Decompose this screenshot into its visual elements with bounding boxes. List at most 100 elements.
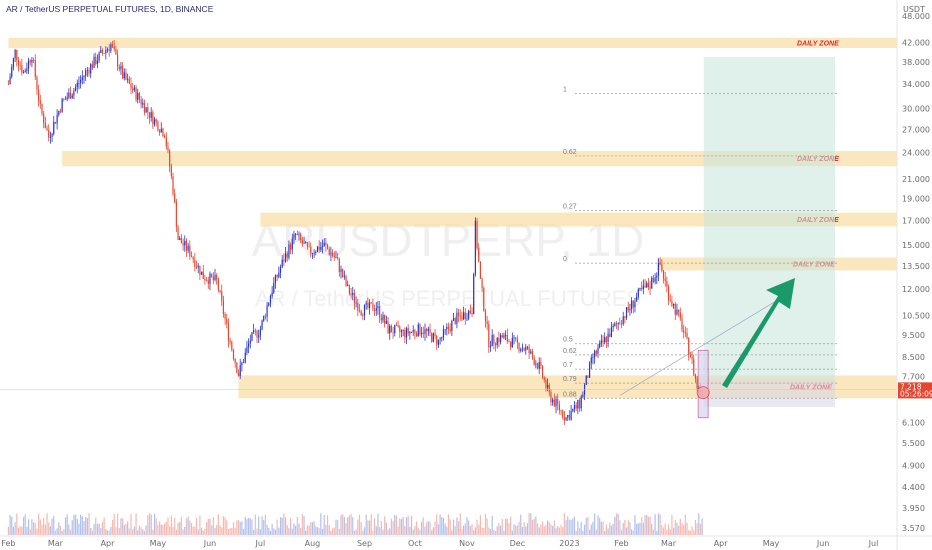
candle-body [657,262,660,276]
candle-body [493,335,495,344]
volume-bar [7,526,9,535]
volume-bar [187,516,189,535]
volume-bar [165,521,167,535]
candle-body [320,247,322,251]
volume-bar [644,515,646,535]
candle-body [595,350,597,354]
candle-body [634,301,636,308]
x-tick-label: Aug [305,539,321,548]
volume-bar [550,524,552,535]
candle-body [548,384,550,393]
volume-bar [531,519,534,535]
candle-body [106,49,109,51]
candle-body [693,359,695,375]
candle-body [404,330,406,338]
candle-body [337,257,339,260]
candle-body [434,333,436,336]
y-tick-label: 8.500 [902,353,925,362]
candle-body [468,310,470,319]
candle-body [347,284,349,286]
volume-bar [494,530,497,535]
candle-body [32,59,35,61]
volume-bar [284,517,287,535]
fib-levels: 1 0.62 0.27 0 0.5 0.62 0.7 0.79 0.88 [563,86,838,399]
candle-body [46,128,48,131]
volume-bar [291,528,293,535]
candle-body [452,318,455,321]
volume-bar [85,516,87,535]
candle-body [353,292,356,303]
volume-bar [311,522,314,535]
x-tick-label: Jun [816,539,830,548]
candle-body [666,280,668,287]
candle-body [397,325,399,327]
candle-body [533,357,535,365]
volume-bar [511,530,513,535]
candle-body [523,348,525,351]
volume-bar [148,513,151,535]
volume-bar [133,526,135,535]
volume-bar [74,514,77,535]
volume-bar [96,523,99,535]
candle-body [568,415,571,420]
candle-body [547,384,549,388]
volume-bar [412,529,414,535]
volume-bar [150,514,152,535]
candle-body [241,362,243,366]
volume-bar [152,529,154,535]
volume-bar [617,513,619,535]
volume-bar [400,519,403,535]
candle-body [390,325,392,333]
volume-bar [295,525,297,535]
candle-body [29,60,31,63]
candle-body [115,48,117,55]
y-tick-label: 10.500 [902,312,930,321]
y-tick-label: 48.000 [902,12,930,21]
volume-bar [63,529,65,535]
candle-body [363,304,366,316]
volume-bar [437,524,440,535]
candle-body [31,59,33,63]
candle-body [281,259,283,268]
volume-bar [384,516,386,535]
volume-bar [486,518,488,535]
candle-body [429,328,431,333]
candle-body [179,238,181,240]
candle-body [221,291,223,301]
volume-bar [206,522,208,535]
candle-body [473,274,475,315]
volume-bar [602,521,604,535]
candle-body [66,97,68,99]
candle-body [311,253,314,254]
volume-bar [553,520,555,535]
volume-bar [484,513,487,535]
candle-body [637,289,639,297]
candle-body [589,363,591,378]
volume-bar [589,529,591,535]
candle-body [494,343,497,346]
candle-body [619,322,621,324]
volume-bar [86,518,88,535]
candle-body [459,315,461,317]
candle-body [108,49,110,51]
volume-bar [646,515,648,535]
candle-body [688,338,690,355]
candle-body [592,357,594,359]
volume-bar [91,530,93,535]
volume-bar [451,530,453,535]
candle-body [520,349,522,351]
volume-bar [306,525,308,535]
candle-body [607,333,609,343]
volume-bar [184,526,186,535]
x-tick-label: Feb [614,539,628,548]
candle-body [479,261,482,279]
volume-bar [493,529,495,535]
candle-body [39,100,41,104]
volume-bar [303,516,305,535]
candle-body [301,239,303,244]
candle-body [652,277,655,282]
x-tick-label: 2023 [559,539,579,548]
volume-bar [454,526,456,535]
volume-bar [363,527,366,535]
